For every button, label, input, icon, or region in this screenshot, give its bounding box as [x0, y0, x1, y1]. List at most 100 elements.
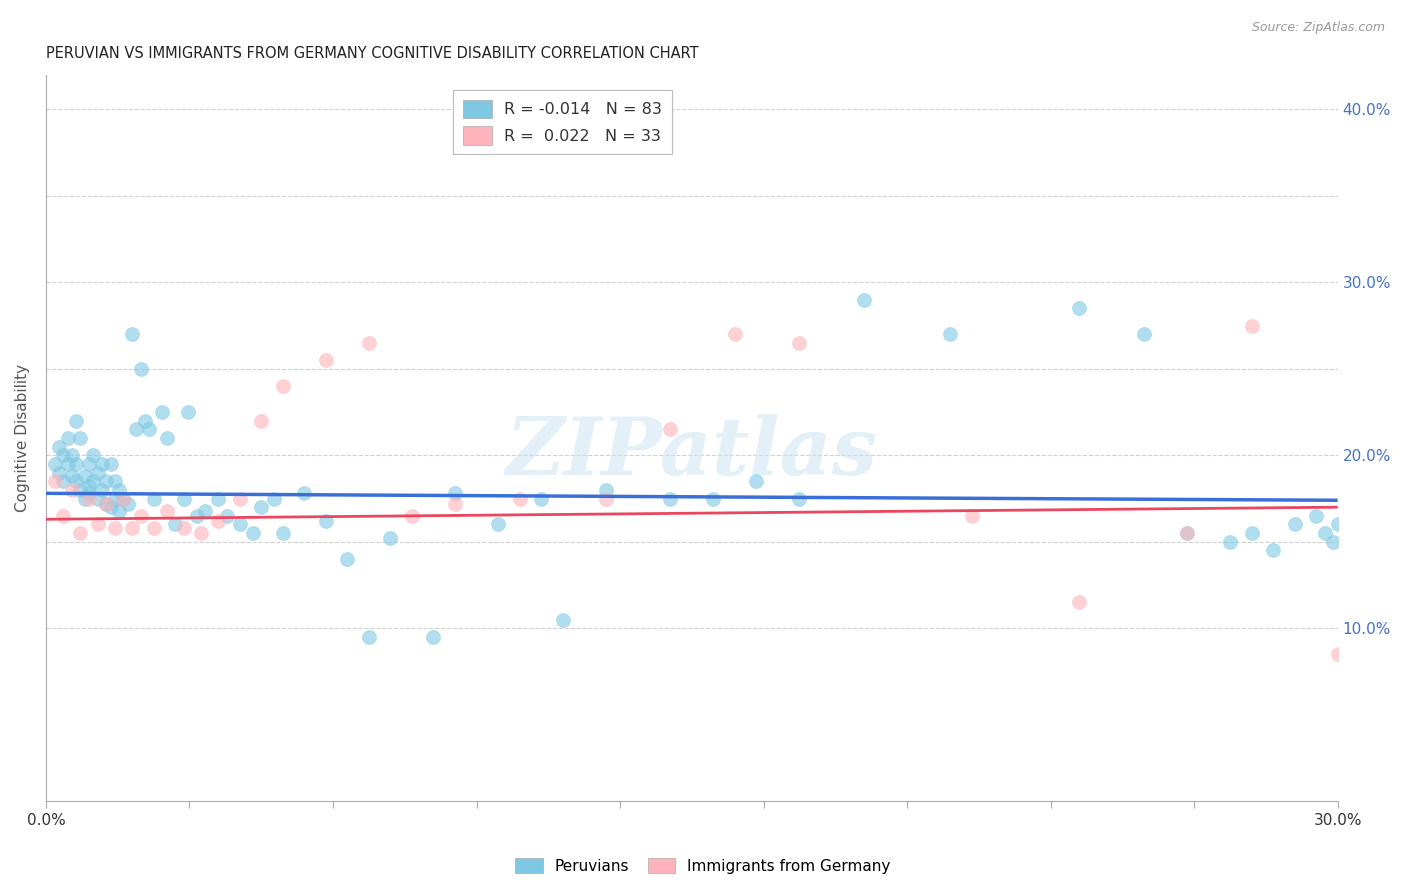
Point [60, 448, 83, 462]
Point [659, 422, 682, 436]
Point [73, 469, 96, 483]
Point [1305, 508, 1327, 523]
Point [91, 457, 114, 471]
Point [155, 503, 177, 517]
Point [724, 327, 747, 342]
Point [129, 362, 152, 376]
Point [60, 469, 83, 483]
Point [112, 491, 135, 506]
Point [56, 431, 79, 445]
Point [86, 517, 108, 532]
Point [401, 508, 423, 523]
Point [77, 479, 100, 493]
Point [530, 491, 553, 506]
Point [121, 327, 143, 342]
Point [1069, 595, 1091, 609]
Point [486, 517, 509, 532]
Point [82, 448, 104, 462]
Point [242, 526, 264, 541]
Point [228, 491, 250, 506]
Point [1175, 526, 1198, 541]
Point [1326, 517, 1348, 532]
Point [1219, 534, 1241, 549]
Point [194, 503, 217, 517]
Point [104, 491, 127, 506]
Point [77, 491, 100, 506]
Point [1322, 534, 1344, 549]
Point [551, 613, 574, 627]
Point [138, 422, 160, 436]
Point [186, 508, 208, 523]
Point [117, 497, 139, 511]
Point [380, 531, 402, 545]
Point [336, 552, 359, 566]
Y-axis label: Cognitive Disability: Cognitive Disability [15, 364, 30, 512]
Point [60, 483, 83, 497]
Point [65, 414, 87, 428]
Point [1240, 318, 1263, 333]
Point [121, 521, 143, 535]
Point [190, 526, 212, 541]
Point [177, 405, 200, 419]
Point [357, 630, 380, 644]
Point [48, 466, 70, 480]
Point [52, 508, 75, 523]
Point [52, 448, 75, 462]
Point [315, 353, 337, 368]
Point [104, 475, 127, 489]
Point [509, 491, 531, 506]
Point [1261, 543, 1284, 558]
Point [207, 514, 229, 528]
Point [271, 379, 294, 393]
Point [173, 521, 195, 535]
Point [292, 486, 315, 500]
Point [44, 475, 66, 489]
Point [108, 503, 131, 517]
Point [129, 508, 152, 523]
Point [939, 327, 962, 342]
Point [56, 457, 79, 471]
Point [271, 526, 294, 541]
Point [444, 497, 467, 511]
Text: PERUVIAN VS IMMIGRANTS FROM GERMANY COGNITIVE DISABILITY CORRELATION CHART: PERUVIAN VS IMMIGRANTS FROM GERMANY COGN… [46, 46, 699, 62]
Point [165, 517, 187, 532]
Point [86, 466, 108, 480]
Point [960, 508, 983, 523]
Point [73, 491, 96, 506]
Point [263, 491, 285, 506]
Text: ZIPatlas: ZIPatlas [506, 414, 877, 491]
Point [142, 521, 165, 535]
Point [173, 491, 195, 506]
Point [1069, 301, 1091, 316]
Point [1175, 526, 1198, 541]
Legend: Peruvians, Immigrants from Germany: Peruvians, Immigrants from Germany [509, 852, 897, 880]
Point [65, 457, 87, 471]
Point [112, 491, 135, 506]
Point [100, 500, 122, 515]
Point [1133, 327, 1156, 342]
Point [250, 414, 273, 428]
Point [1240, 526, 1263, 541]
Point [91, 483, 114, 497]
Point [150, 405, 173, 419]
Point [745, 475, 768, 489]
Point [1326, 647, 1348, 661]
Point [69, 526, 91, 541]
Point [422, 630, 444, 644]
Point [65, 475, 87, 489]
Point [77, 457, 100, 471]
Point [228, 517, 250, 532]
Point [357, 335, 380, 350]
Legend: R = -0.014   N = 83, R =  0.022   N = 33: R = -0.014 N = 83, R = 0.022 N = 33 [453, 90, 672, 154]
Text: Source: ZipAtlas.com: Source: ZipAtlas.com [1251, 21, 1385, 34]
Point [789, 335, 811, 350]
Point [595, 491, 617, 506]
Point [44, 457, 66, 471]
Point [104, 521, 127, 535]
Point [155, 431, 177, 445]
Point [789, 491, 811, 506]
Point [125, 422, 148, 436]
Point [250, 500, 273, 515]
Point [96, 497, 118, 511]
Point [853, 293, 876, 307]
